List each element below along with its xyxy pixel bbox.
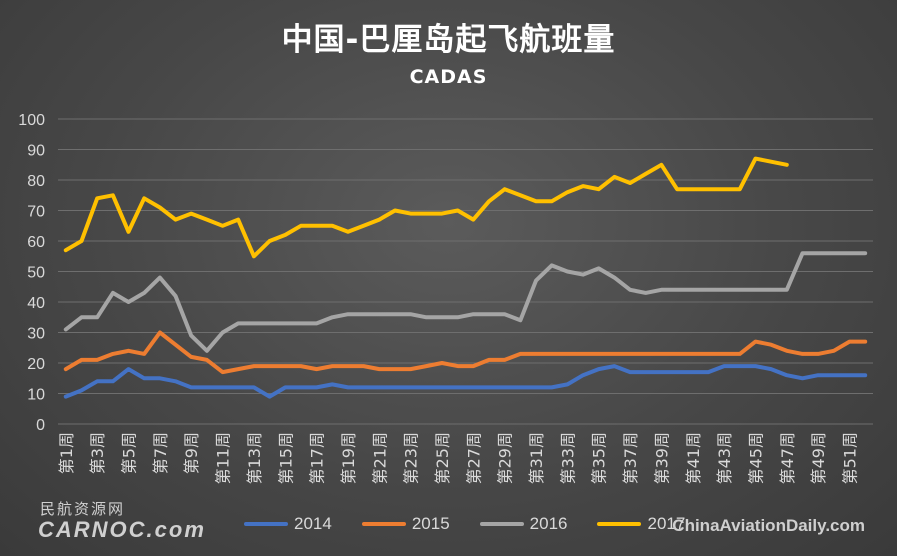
x-tick-label: 第43周: [715, 432, 734, 484]
legend-item-2014: 2014: [244, 514, 332, 534]
x-tick-label: 第29周: [496, 432, 515, 484]
watermark-cn-text: 民航资源网: [40, 501, 126, 518]
x-tick-label: 第39周: [652, 432, 671, 484]
series-line-2016: [63, 251, 868, 353]
y-tick-label: 90: [27, 143, 45, 160]
legend-label: 2016: [529, 514, 568, 533]
y-tick-label: 40: [27, 295, 45, 312]
x-tick-label: 第47周: [778, 432, 797, 484]
y-tick-label: 20: [27, 356, 45, 373]
x-tick-label: 第5周: [120, 432, 139, 474]
chart-subtitle: CADAS: [409, 66, 488, 88]
legend-label: 2014: [294, 514, 332, 533]
legend-item-2016: 2016: [479, 514, 568, 534]
legend-swatch: [597, 522, 642, 526]
legend-item-2015: 2015: [361, 514, 450, 534]
x-tick-label: 第15周: [276, 432, 295, 484]
chinaaviationdaily-watermark: ChinaAviationDaily.com: [672, 516, 865, 535]
y-tick-label: 10: [27, 387, 45, 404]
legend-swatch: [361, 522, 406, 526]
x-tick-label: 第27周: [464, 432, 483, 484]
series-line-2015: [63, 330, 868, 375]
x-tick-label: 第7周: [151, 432, 170, 474]
x-tick-label: 第25周: [433, 432, 452, 484]
x-tick-label: 第51周: [840, 432, 859, 484]
y-tick-label: 60: [27, 234, 45, 251]
x-tick-label: 第35周: [590, 432, 609, 484]
chart-legend: 2014 2015 2016 2017: [244, 514, 685, 534]
x-tick-label: 第49周: [809, 432, 828, 484]
legend-swatch: [479, 522, 524, 526]
carnoc-watermark: 民航资源网 CARNOC.com: [38, 498, 206, 543]
x-tick-label: 第33周: [558, 432, 577, 484]
y-tick-label: 50: [27, 265, 45, 282]
legend-swatch: [244, 522, 288, 526]
x-tick-label: 第13周: [245, 432, 264, 484]
legend-label: 2017: [647, 514, 686, 533]
chart-title: 中国-巴厘岛起飞航班量: [281, 22, 616, 58]
legend-label: 2015: [411, 514, 450, 533]
x-tick-label: 第1周: [57, 432, 76, 474]
x-tick-label: 第9周: [182, 432, 201, 474]
x-tick-label: 第23周: [402, 432, 421, 484]
x-tick-label: 第17周: [308, 432, 327, 484]
x-tick-label: 第45周: [746, 432, 765, 484]
y-tick-label: 0: [36, 417, 45, 434]
x-tick-label: 第3周: [88, 432, 107, 474]
x-tick-label: 第19周: [339, 432, 358, 484]
watermark-en-text: CARNOC.com: [38, 517, 206, 542]
y-tick-label: 100: [18, 112, 45, 129]
y-tick-label: 30: [27, 326, 45, 343]
series-line-2014: [63, 364, 868, 399]
y-tick-label: 70: [27, 204, 45, 221]
x-tick-label: 第21周: [370, 432, 389, 484]
y-tick-label: 80: [27, 173, 45, 190]
x-tick-label: 第37周: [621, 432, 640, 484]
x-tick-label: 第11周: [214, 432, 233, 484]
x-tick-label: 第41周: [684, 432, 703, 484]
x-tick-label: 第31周: [527, 432, 546, 484]
series-line-2017: [63, 156, 789, 259]
legend-item-2017: 2017: [597, 514, 685, 534]
